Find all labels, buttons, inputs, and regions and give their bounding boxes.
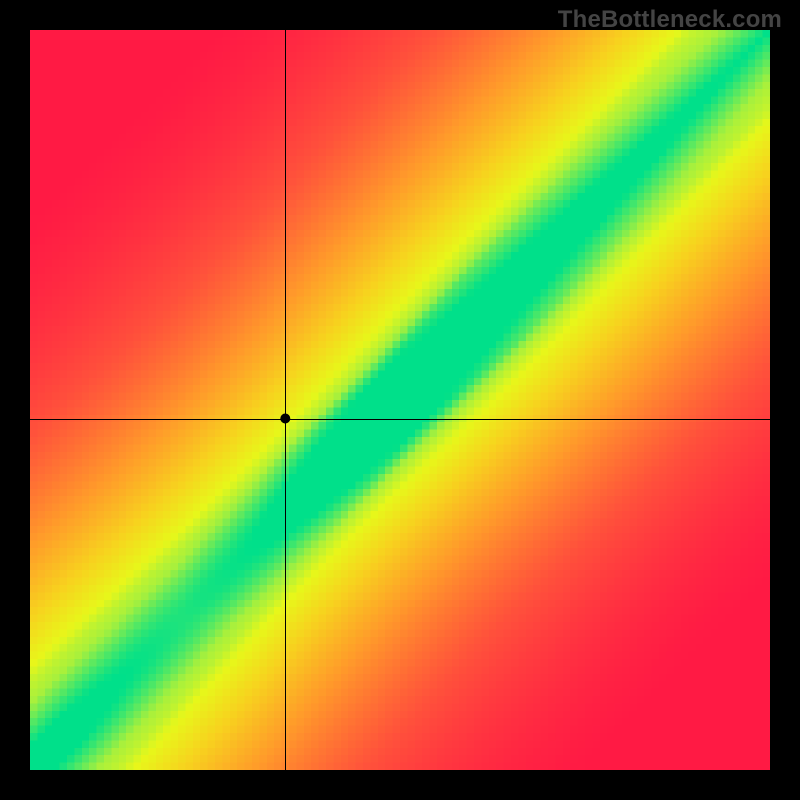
crosshair-vline (285, 30, 286, 770)
figure-root: TheBottleneck.com (0, 0, 800, 800)
watermark-text: TheBottleneck.com (558, 6, 782, 34)
crosshair-hline (30, 419, 770, 420)
plot-area (30, 30, 770, 770)
heatmap-canvas (30, 30, 770, 770)
